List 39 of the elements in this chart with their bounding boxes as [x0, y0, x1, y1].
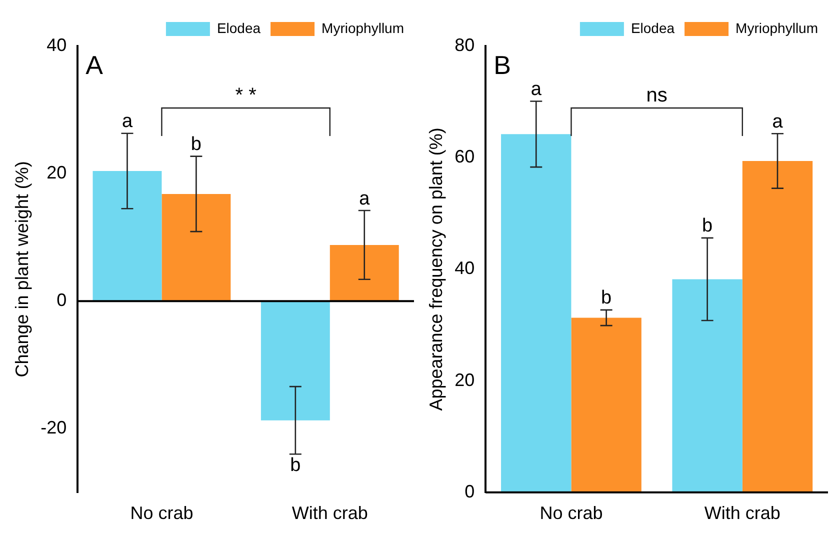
- legend-label: Myriophyllum: [322, 20, 404, 36]
- bar: [742, 160, 813, 492]
- bar: [92, 170, 162, 302]
- legend-label: Elodea: [216, 20, 261, 36]
- data-label: a: [530, 78, 542, 100]
- data-label: a: [122, 111, 133, 132]
- x-tick-label: No crab: [130, 503, 194, 524]
- annotation: * *: [235, 84, 257, 107]
- chart-title: A: [86, 50, 104, 80]
- x-tick-label: With crab: [704, 503, 780, 524]
- y-tick-label: 40: [454, 258, 475, 278]
- data-label: b: [190, 134, 202, 156]
- bar: [260, 301, 330, 420]
- y-tick-label: -20: [40, 418, 67, 438]
- legend-label: Elodea: [630, 20, 675, 36]
- data-label: a: [359, 188, 370, 210]
- data-label: b: [702, 216, 713, 237]
- bar: [330, 244, 399, 302]
- y-tick-label: 20: [46, 162, 67, 183]
- y-axis-title: Change in plant weight (%): [12, 161, 32, 378]
- y-tick-label: 20: [454, 370, 475, 390]
- legend-label: Myriophyllum: [736, 20, 818, 36]
- data-label: b: [290, 454, 301, 476]
- bar: [672, 279, 742, 492]
- x-tick-label: With crab: [292, 503, 368, 524]
- bar: [501, 134, 572, 492]
- chart-title: B: [494, 50, 511, 80]
- bar: [571, 318, 642, 492]
- y-tick-label: 0: [464, 481, 475, 502]
- annotation: ns: [646, 84, 668, 107]
- y-tick-label: 60: [454, 146, 475, 167]
- y-tick-label: 40: [46, 34, 67, 55]
- y-tick-label: 80: [454, 34, 475, 55]
- bar: [162, 194, 231, 302]
- data-label: b: [601, 288, 612, 309]
- data-label: a: [772, 111, 784, 132]
- y-axis-title: Appearance frequency on plant (%): [426, 128, 446, 411]
- x-tick-label: No crab: [540, 503, 603, 524]
- y-tick-label: 0: [56, 290, 67, 310]
